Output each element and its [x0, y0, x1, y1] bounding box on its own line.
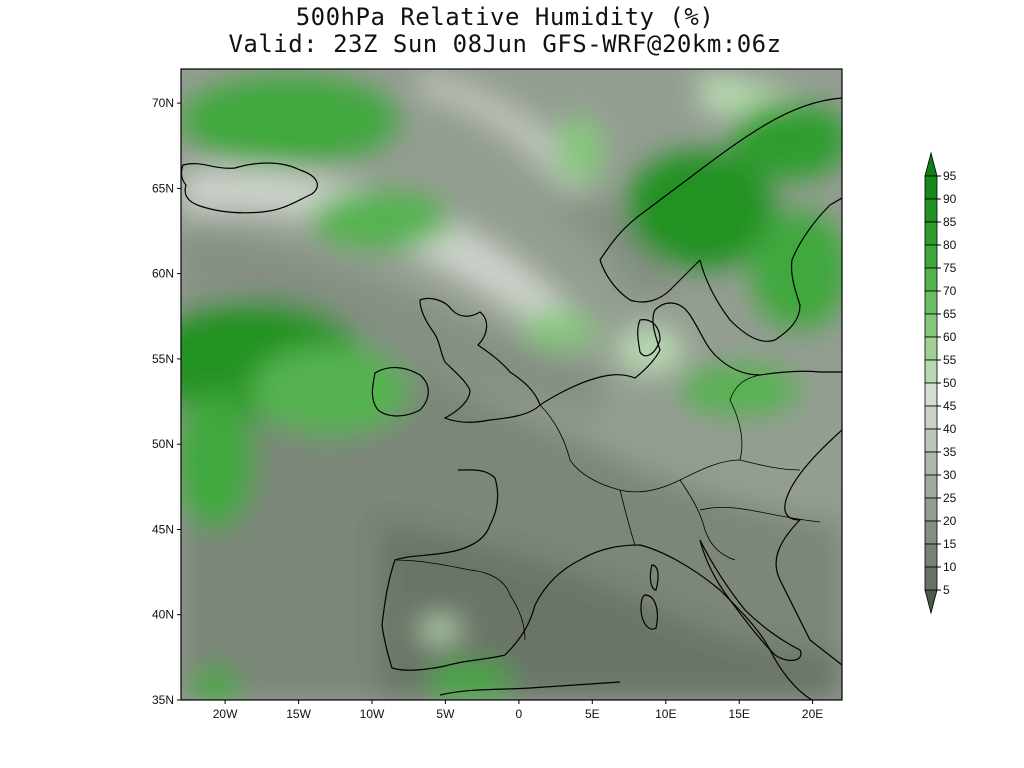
axis-ticks [177, 102, 814, 704]
humidity-field [181, 69, 842, 700]
colorbar-label: 25 [943, 491, 957, 505]
colorbar-swatch [924, 382, 938, 407]
colorbar-swatch [924, 290, 938, 315]
lon-tick-label: 5E [585, 707, 600, 721]
colorbar: 95 90 85 80 75 70 65 60 55 50 45 40 35 30 25 20 15 10 5 [924, 151, 957, 615]
colorbar-label: 75 [943, 261, 957, 275]
colorbar-label: 95 [943, 169, 957, 183]
colorbar-swatch [924, 221, 938, 246]
lat-tick-label: 70N [152, 96, 174, 110]
map-subtitle: Valid: 23Z Sun 08Jun GFS-WRF@20km:06z [228, 30, 782, 58]
colorbar-swatch [924, 336, 938, 361]
colorbar-label: 45 [943, 399, 957, 413]
lon-tick-label: 5W [436, 707, 455, 721]
colorbar-swatch [924, 405, 938, 430]
map-title: 500hPa Relative Humidity (%) [295, 3, 715, 31]
lon-tick-label: 10E [655, 707, 676, 721]
colorbar-label: 60 [943, 330, 957, 344]
colorbar-swatch [924, 428, 938, 453]
colorbar-swatch [924, 497, 938, 522]
colorbar-label: 40 [943, 422, 957, 436]
colorbar-label: 90 [943, 192, 957, 206]
colorbar-swatch [924, 359, 938, 384]
colorbar-swatch [924, 175, 938, 200]
lat-tick-label: 55N [152, 352, 174, 366]
colorbar-swatch [924, 451, 938, 476]
coastlines [181, 97, 842, 700]
colorbar-swatch [924, 244, 938, 269]
colorbar-label: 50 [943, 376, 957, 390]
colorbar-label: 5 [943, 583, 950, 597]
colorbar-swatch [924, 313, 938, 338]
colorbar-label: 55 [943, 353, 957, 367]
lon-tick-label: 0 [516, 707, 523, 721]
lat-tick-label: 50N [152, 437, 174, 451]
colorbar-label: 65 [943, 307, 957, 321]
country-borders [394, 374, 821, 641]
lat-axis-labels: 35N 40N 45N 50N 55N 60N 65N 70N [152, 96, 174, 707]
lat-tick-label: 40N [152, 608, 174, 622]
lon-axis-labels: 20W 15W 10W 5W 0 5E 10E 15E 20E [213, 707, 824, 721]
colorbar-label: 10 [943, 560, 957, 574]
lat-tick-label: 60N [152, 267, 174, 281]
colorbar-swatch [924, 543, 938, 568]
colorbar-swatch [924, 520, 938, 545]
colorbar-label: 35 [943, 445, 957, 459]
map-frame [180, 68, 843, 701]
colorbar-label: 30 [943, 468, 957, 482]
colorbar-swatch [924, 198, 938, 223]
colorbar-arrow-low [924, 589, 938, 615]
colorbar-swatch [924, 566, 938, 591]
colorbar-label: 15 [943, 537, 957, 551]
lon-tick-label: 10W [360, 707, 385, 721]
lat-tick-label: 65N [152, 181, 174, 195]
lon-tick-label: 15E [729, 707, 750, 721]
colorbar-swatch [924, 267, 938, 292]
colorbar-label: 80 [943, 238, 957, 252]
lon-tick-label: 20W [213, 707, 238, 721]
lat-tick-label: 35N [152, 693, 174, 707]
colorbar-label: 20 [943, 514, 957, 528]
lat-tick-label: 45N [152, 523, 174, 537]
colorbar-swatch [924, 474, 938, 499]
colorbar-label: 85 [943, 215, 957, 229]
lon-tick-label: 20E [802, 707, 823, 721]
colorbar-arrow-high [924, 151, 938, 177]
lon-tick-label: 15W [286, 707, 311, 721]
colorbar-label: 70 [943, 284, 957, 298]
